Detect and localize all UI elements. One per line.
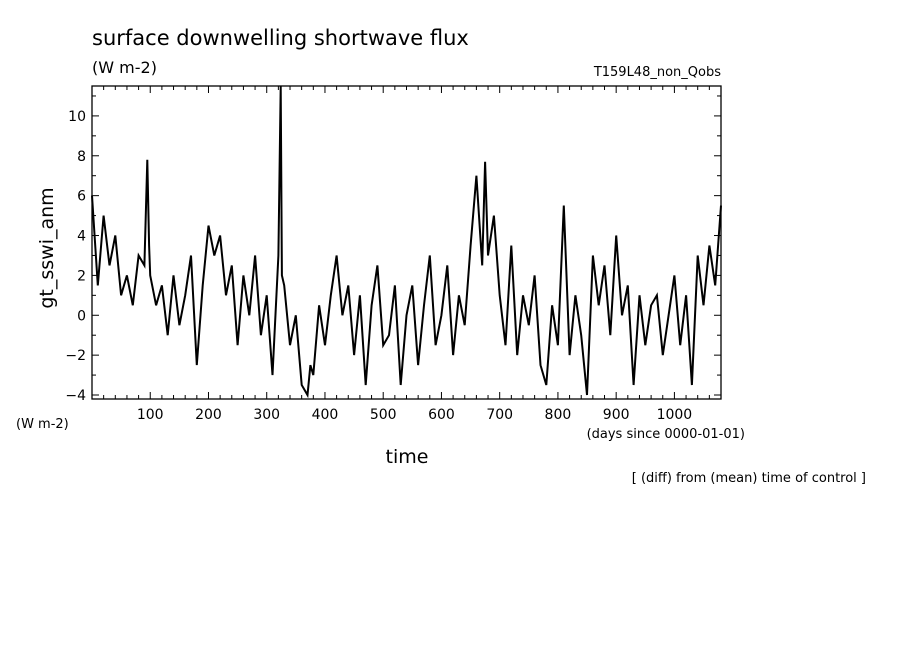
x-tick-label: 1000 xyxy=(657,407,693,423)
y-tick-label: 0 xyxy=(77,308,86,324)
run-label: T159L48_non_Qobs xyxy=(593,65,721,80)
x-tick-label: 100 xyxy=(137,407,164,423)
chart-units: (W m-2) xyxy=(92,58,157,77)
x-tick-label: 400 xyxy=(312,407,339,423)
plot-area: 100 200 300 400 500 600 700 800 900 1000 −4 −2 0 2 4 6 8… xyxy=(65,85,722,423)
x-tick-label: 500 xyxy=(370,407,397,423)
y-tick-label: −2 xyxy=(65,348,86,364)
y-tick-label: 4 xyxy=(77,229,86,245)
y-tick-label: 8 xyxy=(77,149,86,165)
y-tick-label: −4 xyxy=(65,388,86,404)
series-line xyxy=(91,85,722,399)
y-tick-label: 10 xyxy=(68,109,86,125)
x-tick-label: 800 xyxy=(545,407,572,423)
x-tick-label: 200 xyxy=(195,407,222,423)
x-tick-label: 600 xyxy=(428,407,455,423)
y-tick-label: 6 xyxy=(77,189,86,205)
y-tick-label: 2 xyxy=(77,268,86,284)
x-tick-label: 700 xyxy=(486,407,513,423)
x-tick-label: 300 xyxy=(253,407,280,423)
chart-note: [ (diff) from (mean) time of control ] xyxy=(632,471,866,486)
y-axis-units: (W m-2) xyxy=(16,417,69,432)
x-tick-label: 900 xyxy=(603,407,630,423)
chart-title: surface downwelling shortwave flux xyxy=(92,26,469,50)
x-axis-units: (days since 0000-01-01) xyxy=(587,427,745,442)
y-axis-label: gt_sswi_anm xyxy=(36,187,58,308)
plot-frame xyxy=(91,85,722,400)
x-axis-label: time xyxy=(386,446,429,468)
